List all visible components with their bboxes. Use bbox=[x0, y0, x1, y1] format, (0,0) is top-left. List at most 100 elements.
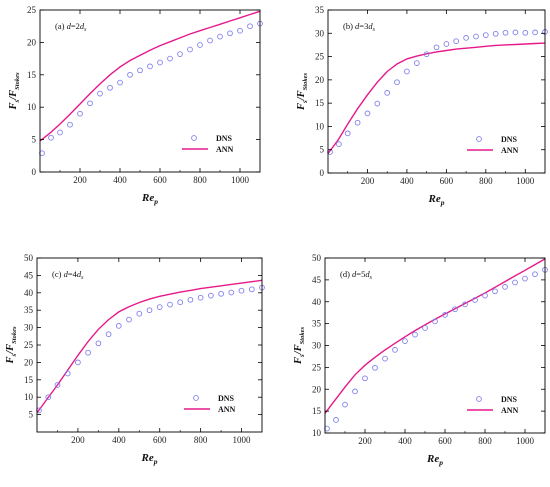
x-axis-label: Rep bbox=[141, 192, 158, 206]
x-axis-label-main: Re bbox=[426, 453, 439, 465]
y-axis-label-slash: /F bbox=[5, 344, 16, 355]
dns-point bbox=[105, 331, 112, 338]
y-tick-label: 35 bbox=[315, 5, 325, 15]
y-tick-label: 30 bbox=[24, 323, 34, 333]
y-axis-label-main: F bbox=[8, 102, 19, 110]
dns-point bbox=[532, 271, 538, 278]
dns-point bbox=[147, 63, 153, 70]
dns-point bbox=[157, 59, 163, 66]
dns-point bbox=[374, 100, 381, 107]
legend-dns-label: DNS bbox=[218, 394, 235, 403]
y-axis-label-sub: s bbox=[298, 354, 306, 358]
y-axis-label: Fs/FStokes bbox=[5, 326, 18, 364]
x-axis-label: Rep bbox=[141, 452, 158, 466]
legend-dns-marker bbox=[191, 135, 197, 141]
y-tick-label: 10 bbox=[312, 428, 322, 438]
y-tick-label: 50 bbox=[312, 253, 322, 263]
x-axis-label-sub: p bbox=[440, 198, 445, 207]
y-tick-label: 20 bbox=[312, 384, 322, 394]
y-tick-label: 25 bbox=[312, 362, 322, 372]
annotation-dvar: d bbox=[80, 21, 85, 31]
y-axis-label-sub: s bbox=[13, 99, 21, 103]
dns-point bbox=[512, 29, 519, 36]
dns-point bbox=[67, 121, 73, 128]
y-tick-label: 10 bbox=[315, 121, 325, 131]
y-tick-label: 30 bbox=[315, 28, 325, 38]
dns-point bbox=[247, 23, 253, 30]
dns-point bbox=[423, 51, 430, 58]
legend-dns-label: DNS bbox=[501, 135, 518, 144]
legend-ann-label: ANN bbox=[218, 405, 236, 414]
y-tick-label: 15 bbox=[27, 70, 37, 80]
dns-point bbox=[218, 290, 224, 297]
y-tick-label: 5 bbox=[32, 135, 37, 145]
x-tick-label: 1000 bbox=[516, 176, 535, 186]
x-axis-label: Rep bbox=[426, 453, 443, 467]
dns-point bbox=[228, 289, 235, 296]
x-axis-label-sub: p bbox=[438, 458, 443, 467]
dns-point bbox=[452, 306, 458, 313]
dns-point bbox=[237, 27, 243, 34]
dns-point bbox=[502, 29, 509, 36]
dns-point bbox=[413, 60, 420, 66]
dns-point bbox=[57, 129, 63, 136]
dns-point bbox=[342, 401, 348, 408]
dns-point bbox=[126, 316, 132, 323]
dns-point bbox=[54, 382, 61, 388]
x-tick-label: 400 bbox=[112, 435, 126, 445]
ann-line bbox=[36, 279, 263, 414]
x-tick-label: 400 bbox=[113, 175, 127, 185]
dns-point bbox=[75, 359, 81, 366]
dns-point bbox=[137, 67, 143, 74]
dns-point bbox=[432, 318, 438, 325]
y-tick-label: 10 bbox=[24, 392, 34, 402]
y-tick-label: 50 bbox=[24, 253, 34, 263]
dns-point bbox=[336, 141, 342, 147]
x-tick-label: 200 bbox=[73, 175, 87, 185]
y-axis-label-sub: s bbox=[301, 100, 309, 104]
dns-point bbox=[473, 33, 479, 40]
chart-panel-3: 200 400 600 800 1000 10 15 20 25 30 35 40 45 50 (d) d=… bbox=[293, 253, 548, 467]
dns-point bbox=[127, 71, 133, 78]
y-tick-label: 30 bbox=[312, 341, 322, 351]
annotation-dvar: d bbox=[77, 269, 82, 279]
dns-point bbox=[453, 38, 460, 45]
annotation-eq: =2 bbox=[71, 21, 80, 31]
dns-point bbox=[532, 29, 538, 36]
legend-ann-label: ANN bbox=[501, 406, 519, 415]
dns-point bbox=[392, 347, 398, 353]
annotation-dsub: s bbox=[84, 27, 87, 33]
panel-annotation: (b) d=3ds bbox=[343, 21, 376, 33]
dns-point bbox=[412, 331, 418, 338]
x-axis-label-main: Re bbox=[141, 452, 154, 464]
annotation-dsub: s bbox=[81, 275, 84, 281]
annotation-dsub: s bbox=[373, 27, 376, 33]
annotation-prefix: (c) bbox=[52, 269, 64, 279]
dns-point bbox=[372, 364, 378, 371]
dns-point bbox=[117, 79, 123, 86]
dns-point bbox=[443, 41, 450, 47]
y-axis-label-sub2: Stokes bbox=[14, 72, 21, 90]
x-axis-label-main: Re bbox=[141, 192, 154, 204]
dns-point bbox=[208, 292, 214, 299]
dns-point bbox=[352, 388, 358, 395]
annotation-eq: =3 bbox=[359, 21, 368, 31]
dns-point bbox=[354, 119, 361, 126]
panel-annotation: (c) d=4ds bbox=[52, 269, 84, 281]
legend-dns-marker bbox=[476, 136, 482, 142]
y-axis-label-main: F bbox=[293, 357, 304, 365]
x-tick-label: 800 bbox=[479, 176, 493, 186]
dns-point bbox=[48, 134, 54, 141]
dns-point bbox=[238, 287, 245, 294]
plot-frame bbox=[39, 9, 261, 173]
dns-point bbox=[522, 29, 529, 36]
y-axis-label: Fs/FStokes bbox=[8, 72, 21, 110]
y-tick-label: 25 bbox=[27, 5, 37, 15]
dns-point bbox=[394, 79, 400, 86]
ann-line bbox=[39, 10, 261, 142]
dns-point bbox=[402, 338, 408, 344]
y-tick-label: 15 bbox=[315, 98, 325, 108]
dns-point bbox=[442, 312, 448, 318]
annotation-eq: =4 bbox=[68, 269, 78, 279]
dns-point bbox=[95, 340, 102, 347]
